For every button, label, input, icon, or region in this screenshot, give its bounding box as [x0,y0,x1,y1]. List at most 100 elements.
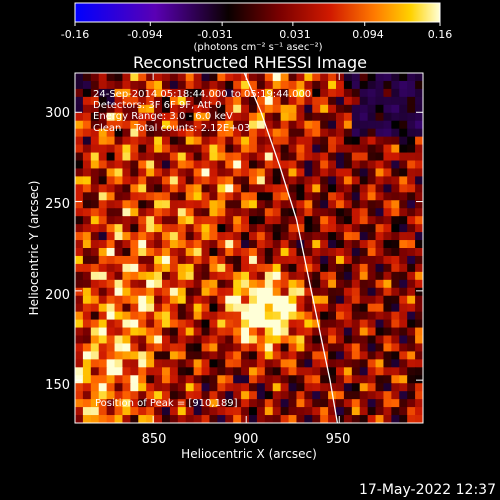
heatmap-cell [328,224,337,233]
heatmap-cell [304,351,313,360]
heatmap-cell [407,152,416,162]
heatmap-cell [90,263,100,273]
heatmap-cell [130,104,139,114]
heatmap-cell [304,104,313,114]
heatmap-cell [272,232,282,241]
heatmap-cell [249,335,258,345]
heatmap-cell [288,319,298,329]
heatmap-cell [351,73,361,82]
heatmap-cell [169,200,179,209]
heatmap-cell [114,255,124,265]
heatmap-cell [106,184,116,193]
heatmap-cell [336,391,345,400]
heatmap-cell [82,120,92,130]
heatmap-cell [146,184,155,193]
heatmap-cell [359,112,369,122]
heatmap-cell [407,88,416,98]
heatmap-cell [375,216,385,225]
heatmap-cell [320,192,329,201]
heatmap-cell [185,192,195,201]
heatmap-cell [201,176,211,185]
heatmap-cell [138,144,147,154]
heatmap-cell [106,359,116,368]
heatmap-cell [75,279,84,289]
heatmap-cell [336,168,345,177]
heatmap-cell [169,152,179,162]
heatmap-cell [217,287,226,297]
heatmap-cell [256,383,266,392]
heatmap-cell [98,255,108,265]
heatmap-cell [415,88,423,98]
heatmap-cell [138,96,147,106]
heatmap-cell [383,319,392,329]
heatmap-cell [98,335,108,345]
heatmap-cell [304,232,313,241]
heatmap-cell [304,152,313,162]
heatmap-cell [272,375,282,384]
heatmap-cell [343,168,353,177]
heatmap-cell [122,351,131,360]
heatmap-cell [249,96,258,106]
heatmap-cell [122,399,131,408]
heatmap-cell [98,232,108,241]
heatmap-cell [288,367,298,376]
heatmap-cell [415,375,423,384]
heatmap-cell [162,263,171,273]
heatmap-cell [249,287,258,297]
heatmap-cell [82,319,92,329]
heatmap-cell [296,232,305,241]
heatmap-cell [138,407,147,416]
heatmap-cell [177,359,187,368]
heatmap-cell [375,263,385,273]
heatmap-cell [399,168,408,177]
heatmap-cell [98,80,108,90]
heatmap-cell [296,128,305,138]
heatmap-cell [328,240,337,249]
heatmap-cell [336,96,345,106]
heatmap-cell [375,375,385,384]
heatmap-cell [312,208,321,217]
heatmap-cell [351,271,361,281]
heatmap-cell [280,232,290,241]
heatmap-cell [288,327,298,337]
heatmap-cell [114,144,124,154]
heatmap-cell [280,144,290,154]
heatmap-cell [241,415,250,423]
heatmap-cell [225,359,234,368]
heatmap-cell [177,351,187,360]
heatmap-cell [280,263,290,273]
heatmap-cell [407,200,416,209]
heatmap-cell [201,415,211,423]
heatmap-cell [264,120,274,130]
heatmap-cell [328,88,337,98]
heatmap-cell [146,200,155,209]
heatmap-cell [154,271,163,281]
heatmap-cell [272,391,282,400]
heatmap-cell [296,144,305,154]
heatmap-cell [249,240,258,249]
heatmap-cell [162,240,171,249]
heatmap-cell [296,224,305,233]
heatmap-cell [272,104,282,114]
heatmap-cell [169,168,179,177]
heatmap-cell [193,216,203,225]
heatmap-cell [383,160,392,170]
heatmap-cell [193,399,203,408]
heatmap-cell [351,120,361,130]
heatmap-cell [154,351,163,360]
heatmap-cell [391,240,400,249]
heatmap-cell [90,176,100,185]
heatmap-cell [122,160,131,170]
heatmap-cell [272,248,282,257]
heatmap-cell [272,80,282,90]
heatmap-cell [249,216,258,225]
heatmap-cell [162,279,171,289]
heatmap-cell [391,184,400,193]
heatmap-cell [146,391,155,400]
heatmap-cell [359,168,369,177]
heatmap-cell [241,287,250,297]
heatmap-cell [328,96,337,106]
heatmap-cell [233,208,242,217]
heatmap-cell [154,343,163,352]
heatmap-cell [225,144,234,154]
